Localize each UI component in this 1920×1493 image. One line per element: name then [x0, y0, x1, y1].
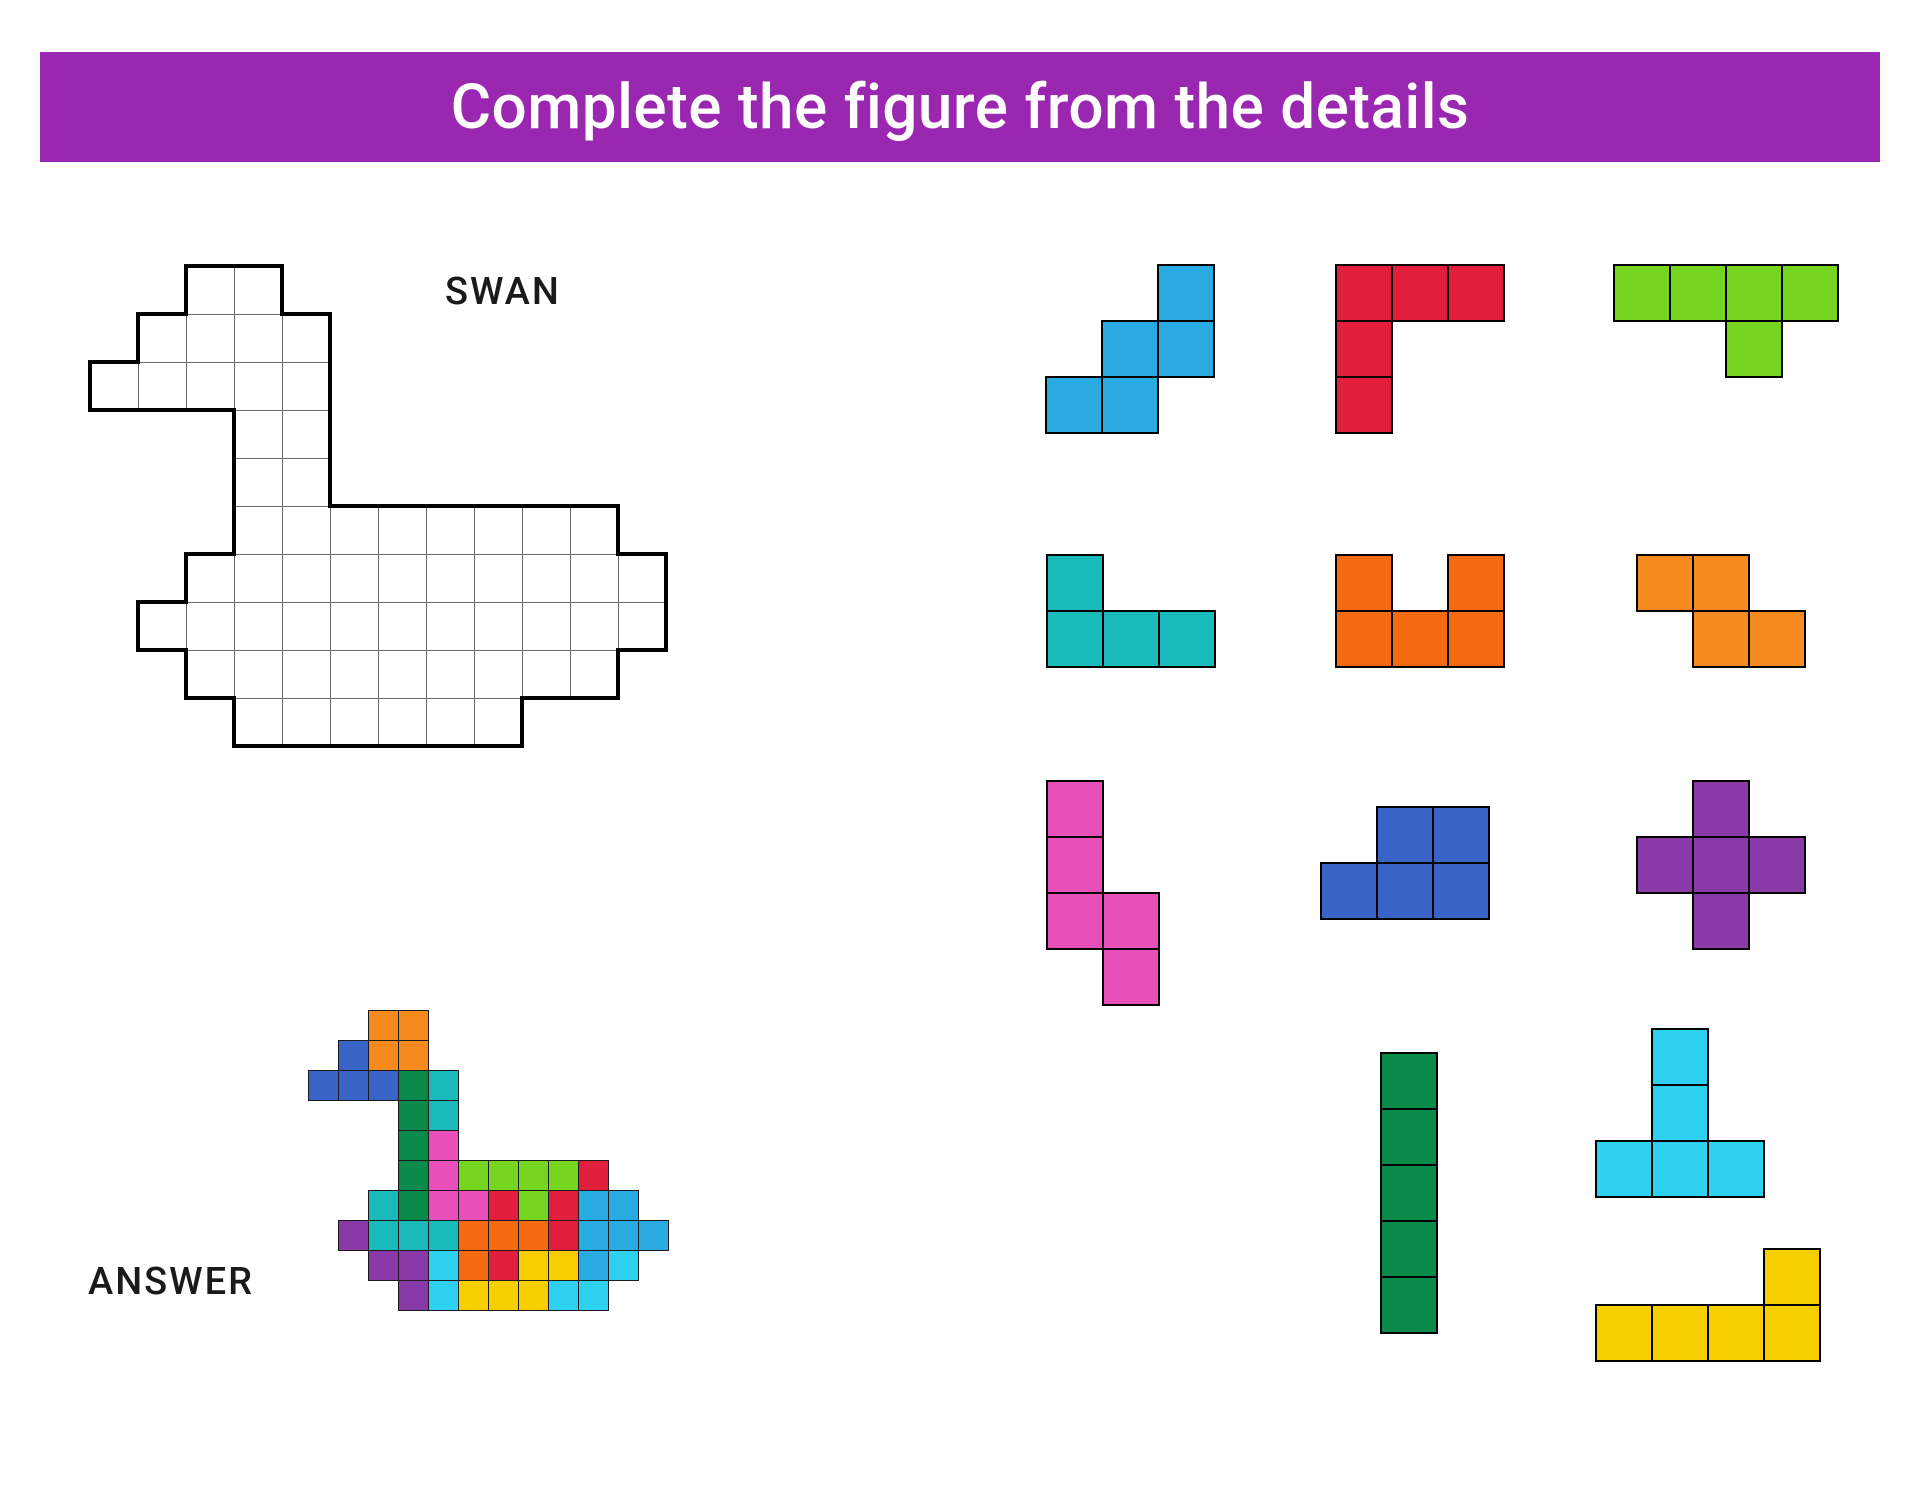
worksheet-page: Complete the figure from the details SWA… [0, 0, 1920, 1493]
title-text: Complete the figure from the details [451, 71, 1470, 144]
piece-orange [1636, 554, 1806, 668]
piece-lime [1613, 264, 1839, 378]
swan-outline [88, 264, 668, 748]
piece-darkorange [1335, 554, 1505, 668]
piece-red [1335, 264, 1505, 434]
piece-purple [1636, 780, 1806, 950]
piece-teal [1046, 554, 1216, 668]
piece-yellow [1595, 1248, 1821, 1362]
piece-blue [1320, 806, 1490, 920]
piece-darkgreen [1380, 1052, 1438, 1334]
piece-cyan [1595, 1028, 1765, 1198]
answer-grid [308, 1010, 669, 1311]
answer-label: ANSWER [88, 1260, 254, 1304]
piece-pink [1046, 780, 1160, 1006]
title-bar: Complete the figure from the details [40, 52, 1880, 162]
piece-skyblue-1 [1045, 264, 1215, 434]
